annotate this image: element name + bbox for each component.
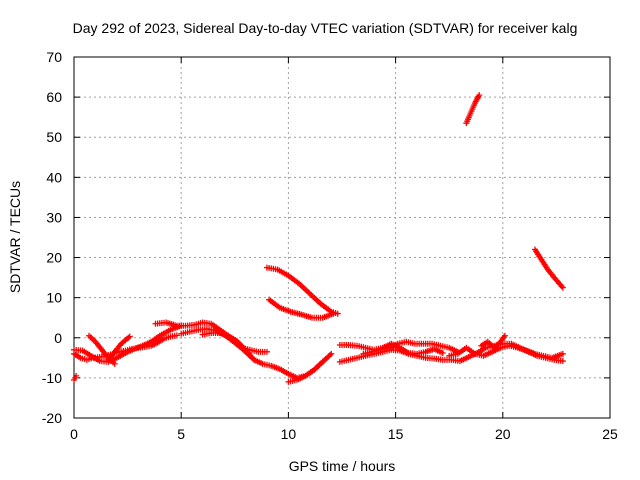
data-point — [476, 92, 483, 99]
chart-title: Day 292 of 2023, Sidereal Day-to-day VTE… — [73, 20, 578, 36]
data-point — [173, 332, 180, 339]
data-point — [559, 358, 566, 365]
y-axis-ticks: -20 -10 0 10 20 30 40 50 60 70 — [42, 49, 610, 426]
x-tick-label: 0 — [70, 426, 78, 442]
x-axis-ticks: 0 5 10 15 20 25 — [70, 57, 618, 442]
data-point — [328, 350, 335, 357]
data-point — [251, 356, 258, 363]
series-arc-1 — [71, 372, 80, 383]
plot-frame — [73, 56, 611, 419]
y-tick-label: 70 — [46, 49, 62, 65]
data-point — [126, 333, 133, 340]
x-tick-label: 5 — [177, 426, 185, 442]
series-arc-17 — [463, 92, 483, 127]
data-series — [71, 92, 566, 385]
data-point — [73, 372, 80, 379]
data-point — [111, 360, 118, 367]
series-arc-7 — [178, 325, 270, 355]
series-arc-15 — [446, 342, 566, 361]
y-tick-label: 60 — [46, 89, 62, 105]
y-tick-label: 50 — [46, 129, 62, 145]
series-arc-11 — [266, 296, 337, 321]
data-point — [559, 350, 566, 357]
y-tick-label: 20 — [46, 250, 62, 266]
series-arc-16 — [478, 332, 508, 351]
data-point — [501, 332, 508, 339]
series-arc-14 — [360, 338, 461, 357]
x-tick-label: 20 — [495, 426, 511, 442]
series-arc-2 — [71, 332, 180, 363]
series-arc-6 — [152, 319, 326, 381]
y-tick-label: 0 — [54, 330, 62, 346]
data-point — [330, 310, 337, 317]
y-axis-label: SDTVAR / TECUs — [7, 181, 23, 293]
series-arc-8 — [199, 329, 258, 363]
data-point — [559, 284, 566, 291]
series-arc-18 — [531, 246, 566, 291]
series-arc-9 — [285, 350, 335, 385]
y-tick-label: 40 — [46, 169, 62, 185]
grid-lines — [74, 57, 610, 418]
data-point — [439, 350, 446, 357]
x-tick-label: 10 — [281, 426, 297, 442]
x-axis-label: GPS time / hours — [289, 458, 396, 474]
data-point — [263, 348, 270, 355]
x-tick-label: 25 — [602, 426, 618, 442]
y-tick-label: -20 — [42, 410, 62, 426]
series-arc-10 — [263, 264, 341, 317]
y-tick-label: -10 — [42, 370, 62, 386]
y-tick-label: 30 — [46, 209, 62, 225]
y-tick-label: 10 — [46, 290, 62, 306]
x-tick-label: 15 — [388, 426, 404, 442]
series-arc-5 — [105, 333, 133, 363]
